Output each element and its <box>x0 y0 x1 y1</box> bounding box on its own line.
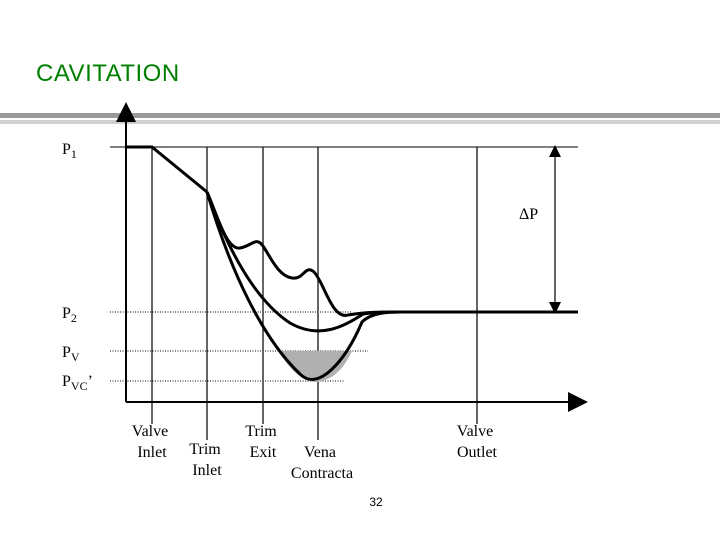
page-number: 32 <box>369 495 383 509</box>
valve-outlet-line1: Valve <box>457 423 493 440</box>
trim-inlet-label: Trim Inlet <box>189 441 224 479</box>
valve-outlet-line2: Outlet <box>457 444 498 461</box>
p2-label: P2 <box>62 305 77 325</box>
vena-contracta-label: Vena Contracta <box>291 444 353 482</box>
delta-p-label: ΔP <box>519 206 538 223</box>
p1-sub: 1 <box>71 147 77 161</box>
vena-contracta-line1: Vena <box>304 444 336 461</box>
trim-inlet-line1: Trim <box>189 441 221 458</box>
p2-main: P <box>62 305 71 322</box>
pv-main: P <box>62 344 71 361</box>
trim-exit-label: Trim Exit <box>245 423 280 461</box>
pvc-label: PVC’ <box>62 373 93 393</box>
pressure-curve-wavy <box>205 191 401 317</box>
vena-contracta-line2: Contracta <box>291 465 353 482</box>
title-rule-light <box>0 120 720 124</box>
pressure-curve-inlet-segment <box>126 145 208 194</box>
trim-inlet-line2: Inlet <box>192 462 222 479</box>
trim-exit-line2: Exit <box>250 444 277 461</box>
pvc-sub: VC <box>71 379 88 393</box>
p1-label: P1 <box>62 141 77 161</box>
p2-sub: 2 <box>71 311 77 325</box>
pvc-suffix: ’ <box>88 373 93 390</box>
valve-inlet-line2: Inlet <box>137 444 167 461</box>
slide-title: CAVITATION <box>36 60 180 87</box>
pressure-curve-cavitating <box>205 191 401 381</box>
pvc-main: P <box>62 373 71 390</box>
cavitation-region <box>278 351 352 382</box>
title-rule-dark <box>0 113 720 118</box>
p1-main: P <box>62 141 71 158</box>
pv-label: PV <box>62 344 80 364</box>
pv-sub: V <box>71 350 80 364</box>
valve-inlet-label: Valve Inlet <box>132 423 172 461</box>
pressure-curve-moderate <box>205 191 401 333</box>
valve-outlet-label: Valve Outlet <box>457 423 498 461</box>
valve-inlet-line1: Valve <box>132 423 168 440</box>
trim-exit-line1: Trim <box>245 423 277 440</box>
